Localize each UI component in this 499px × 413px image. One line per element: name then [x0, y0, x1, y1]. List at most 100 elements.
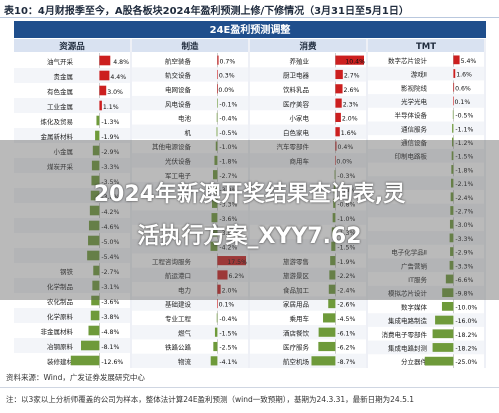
data-bar [449, 219, 454, 229]
row-stripe [132, 67, 248, 82]
data-value-label: -16.0% [455, 318, 477, 325]
data-bar [450, 192, 454, 202]
footer-divider [0, 387, 499, 388]
row-stripe [250, 325, 366, 340]
data-value-label: -3.1% [101, 284, 119, 291]
row-stripe [368, 258, 484, 273]
row-stripe [368, 94, 484, 108]
data-bar [331, 241, 336, 251]
row-stripe [14, 188, 130, 203]
data-value-label: -2.9% [101, 149, 119, 156]
data-bar [216, 313, 218, 323]
data-value-label: -0.5% [455, 113, 473, 120]
category-label: 分立器件 [401, 357, 428, 366]
data-bar [216, 127, 218, 137]
category-label: 化学制品 [47, 282, 73, 291]
category-label: 通信服务 [401, 124, 428, 133]
data-bar [335, 69, 343, 80]
data-value-label: 0.1% [455, 99, 471, 106]
category-label: 航运港口 [165, 271, 191, 280]
row-stripe [132, 153, 248, 168]
data-value-label: -3.5% [101, 179, 119, 186]
category-label: 小金属 [54, 147, 74, 156]
row-stripe [132, 95, 248, 111]
category-label: 航空机场 [283, 357, 310, 366]
data-bar [92, 280, 100, 291]
data-value-label: -1.1% [455, 126, 473, 133]
row-stripe [132, 181, 248, 197]
row-stripe [368, 176, 484, 190]
data-value-label: -2.9% [455, 250, 473, 257]
data-bar [335, 155, 336, 165]
data-bar [441, 301, 454, 311]
data-value-label: -1.3% [337, 230, 355, 237]
category-label: 煤炭开采 [47, 162, 74, 171]
category-label: 电子化学品Ⅱ [391, 248, 427, 257]
data-bar [99, 70, 110, 81]
data-value-label: -3.3% [219, 201, 237, 208]
row-stripe [368, 121, 484, 136]
data-bar [88, 220, 100, 231]
category-label: 数字芯片设计 [388, 56, 428, 65]
row-stripe [368, 203, 484, 218]
data-bar [210, 356, 218, 366]
row-stripe [132, 124, 248, 139]
data-value-label: -3.3% [101, 164, 119, 171]
data-value-label: -10.0% [455, 304, 477, 311]
category-label: 游戏Ⅱ [411, 70, 427, 79]
data-bar [88, 235, 100, 246]
data-bar [95, 130, 100, 141]
group-header-label: TMT [416, 42, 436, 52]
category-label: 炼化及贸易 [41, 117, 74, 126]
data-value-label: 0.4% [338, 144, 354, 151]
category-label: 广告营销 [401, 261, 428, 270]
data-bar [216, 112, 218, 123]
category-label: 汽车零部件 [277, 142, 310, 151]
chart-header-title: 24E盈利预测调整 [210, 23, 291, 36]
data-value-label: -1.3% [101, 119, 119, 126]
data-value-label: -3.6% [101, 299, 119, 306]
data-value-label: -1.8% [455, 167, 473, 174]
data-value-label: -1.2% [455, 140, 473, 147]
data-bar [212, 184, 218, 194]
category-label: 物流 [178, 357, 192, 366]
data-value-label: 2.7% [344, 73, 360, 80]
data-value-label: -4.1% [219, 359, 237, 366]
data-value-label: -18.2% [455, 332, 477, 339]
category-label: 电力 [178, 285, 191, 294]
category-label: 油气开采 [47, 57, 74, 66]
row-stripe [14, 128, 130, 143]
data-value-label: -5.0% [101, 239, 119, 246]
data-value-label: 0.0% [336, 159, 352, 166]
row-stripe [132, 210, 248, 225]
data-bar [333, 198, 336, 208]
data-bar [99, 100, 102, 111]
data-value-label: 0.1% [219, 302, 235, 309]
category-label: 工程咨询服务 [152, 257, 192, 266]
data-bar [323, 313, 336, 323]
category-label: 酒店餐饮 [283, 328, 310, 337]
data-value-label: -2.7% [455, 209, 473, 216]
data-value-label: -1.8% [219, 159, 237, 166]
row-stripe [250, 181, 366, 197]
category-label: 消费电子零部件 [382, 330, 428, 339]
data-value-label: -3.8% [101, 194, 119, 201]
data-bar [210, 241, 218, 251]
data-bar [89, 205, 100, 216]
category-label: 非金属材料 [41, 327, 74, 336]
data-value-label: -4.2% [101, 209, 119, 216]
data-value-label: -8.1% [101, 344, 119, 351]
data-bar [424, 356, 454, 366]
row-stripe [250, 210, 366, 225]
data-bar [442, 288, 454, 298]
category-label: 影视院线 [401, 83, 428, 92]
data-bar [213, 341, 218, 352]
data-bar [445, 274, 454, 284]
data-bar [449, 260, 454, 270]
data-value-label: -6.6% [455, 277, 473, 284]
data-value-label: -2.7% [219, 173, 237, 180]
data-bar [217, 55, 219, 65]
overlay-headline-line2: 活执行方案_XYY7.62 [137, 224, 362, 249]
data-bar [329, 270, 336, 280]
